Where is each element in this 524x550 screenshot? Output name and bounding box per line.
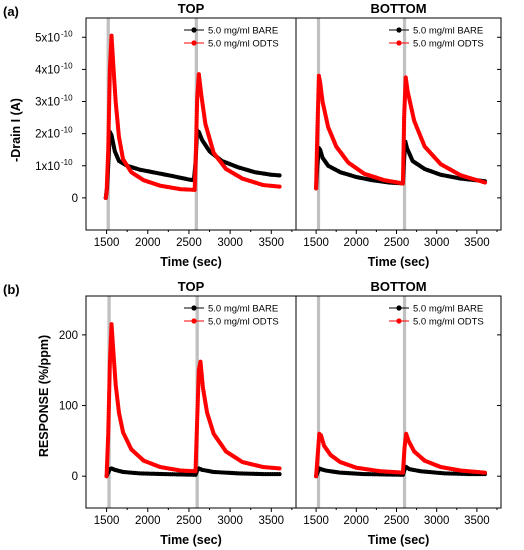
x-axis-title: Time (sec) <box>368 255 430 269</box>
panel-label-b: (b) <box>3 282 20 297</box>
plot-frame <box>295 295 502 509</box>
data-point <box>482 180 488 185</box>
legend-label: 5.0 mg/ml BARE <box>413 304 483 315</box>
exposure-band <box>402 296 407 508</box>
data-point <box>277 173 282 178</box>
legend-marker <box>396 27 402 33</box>
x-axis-title: Time (sec) <box>160 255 222 269</box>
y-tick-label: 5x10 <box>35 32 60 44</box>
x-tick-label: 2500 <box>384 515 410 527</box>
series-1 <box>103 33 282 200</box>
series-1 <box>104 322 282 479</box>
y-tick-exponent: -10 <box>61 29 73 38</box>
y-tick-label: 100 <box>59 401 78 413</box>
legend-label: 5.0 mg/ml ODTS <box>208 39 279 50</box>
y-tick-label: 0 <box>72 193 78 205</box>
legend-label: 5.0 mg/ml BARE <box>413 26 483 37</box>
chart-3: BOTTOM 1500 2000 2500 3000 3500 Time (sec) 5.0 … <box>295 279 502 547</box>
legend: 5.0 mg/ml BARE 5.0 mg/ml ODTS <box>389 26 484 50</box>
y-tick-label: 4x10 <box>35 64 60 76</box>
y-tick-exponent: -10 <box>61 126 73 135</box>
y-tick-label: 3x10 <box>35 97 60 109</box>
data-point <box>277 466 282 471</box>
chart-title: TOP <box>178 279 205 294</box>
exposure-band <box>316 296 321 508</box>
x-axis-title: Time (sec) <box>160 533 222 547</box>
legend-label: 5.0 mg/ml ODTS <box>208 317 279 328</box>
chart-2: TOP 1500 2000 2500 3000 3500 Time (sec) 0 100 200… <box>59 279 297 547</box>
y-tick-exponent: -10 <box>61 94 73 103</box>
x-tick-label: 2000 <box>343 237 369 249</box>
x-tick-label: 3500 <box>258 515 284 527</box>
chart-1: BOTTOM 1500 2000 2500 3000 3500 Time (sec) 5.0 … <box>295 1 502 269</box>
y-axis-title-a: -Drain I (A) <box>9 98 23 162</box>
y-axis-title-b: RESPONSE (%/ppm) <box>37 335 51 457</box>
legend-marker <box>191 40 197 46</box>
legend-label: 5.0 mg/ml ODTS <box>413 317 484 328</box>
x-tick-label: 1500 <box>303 515 329 527</box>
legend-label: 5.0 mg/ml ODTS <box>413 39 484 50</box>
series-0 <box>104 466 282 479</box>
x-tick-label: 1500 <box>94 237 120 249</box>
y-tick-label: 200 <box>59 330 78 342</box>
chart-title: BOTTOM <box>370 279 426 294</box>
y-tick-label: 0 <box>72 471 78 483</box>
x-tick-label: 1500 <box>94 515 120 527</box>
x-tick-label: 3500 <box>258 237 284 249</box>
series-1 <box>313 431 488 479</box>
y-tick-exponent: -10 <box>61 61 73 70</box>
chart-title: TOP <box>178 1 205 16</box>
x-tick-label: 3500 <box>464 237 490 249</box>
legend: 5.0 mg/ml BARE 5.0 mg/ml ODTS <box>184 26 279 50</box>
legend-marker <box>396 305 402 311</box>
x-tick-label: 2500 <box>176 515 202 527</box>
x-tick-label: 2500 <box>384 237 410 249</box>
y-tick-label: 1x10 <box>35 161 60 173</box>
series-1 <box>313 73 488 191</box>
plot-frame <box>295 17 502 231</box>
legend: 5.0 mg/ml BARE 5.0 mg/ml ODTS <box>184 304 279 328</box>
x-tick-label: 1500 <box>303 237 329 249</box>
legend-marker <box>396 318 402 324</box>
y-tick-exponent: -10 <box>61 158 73 167</box>
data-point <box>277 471 282 477</box>
x-tick-label: 3500 <box>464 515 490 527</box>
x-tick-label: 2000 <box>135 515 161 527</box>
legend-marker <box>191 318 197 324</box>
legend-label: 5.0 mg/ml BARE <box>208 26 278 37</box>
x-tick-label: 2000 <box>135 237 161 249</box>
panel-label-a: (a) <box>3 4 19 19</box>
x-tick-label: 3000 <box>424 237 450 249</box>
x-tick-label: 2000 <box>343 515 369 527</box>
legend-marker <box>191 27 197 33</box>
x-axis-title: Time (sec) <box>368 533 430 547</box>
legend-marker <box>396 40 402 46</box>
legend-label: 5.0 mg/ml BARE <box>208 304 278 315</box>
x-tick-label: 3000 <box>217 237 243 249</box>
y-tick-label: 2x10 <box>35 129 60 141</box>
x-tick-label: 2500 <box>176 237 202 249</box>
data-point <box>482 470 488 475</box>
x-tick-label: 3000 <box>424 515 450 527</box>
legend: 5.0 mg/ml BARE 5.0 mg/ml ODTS <box>389 304 484 328</box>
x-tick-label: 3000 <box>217 515 243 527</box>
data-point <box>277 184 282 189</box>
chart-title: BOTTOM <box>370 1 426 16</box>
legend-marker <box>191 305 197 311</box>
